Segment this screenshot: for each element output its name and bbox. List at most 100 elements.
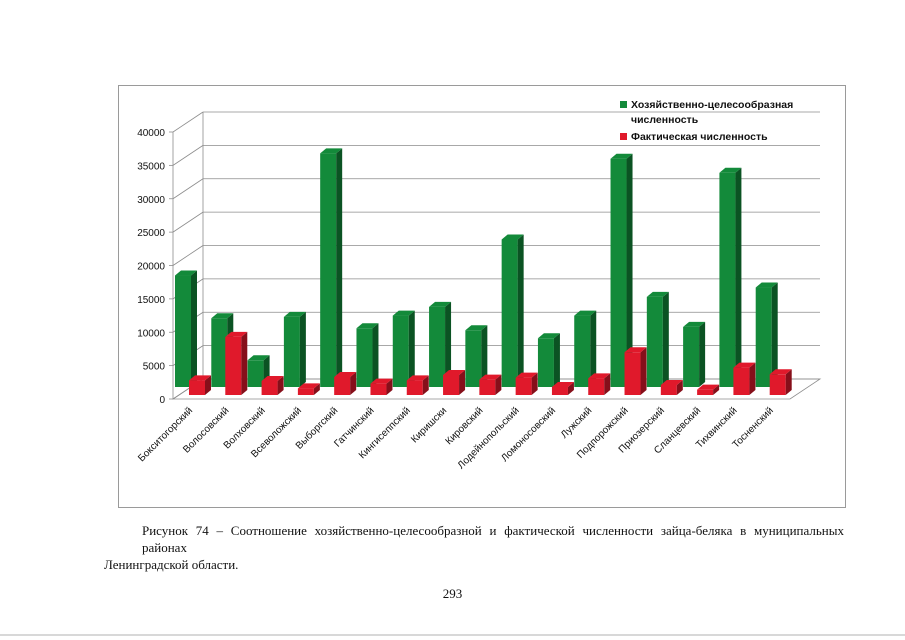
bar-side	[277, 375, 284, 395]
bar-top	[646, 291, 669, 297]
bar-5-target	[320, 148, 343, 387]
y-tick-label: 30000	[137, 195, 165, 206]
bottom-rule	[0, 634, 905, 636]
chart-legend: Хозяйственно-целесообразная численность …	[620, 99, 793, 143]
bar-top	[406, 375, 429, 381]
bar-side	[299, 311, 306, 387]
bar-top	[297, 383, 320, 389]
bar-front	[697, 389, 714, 395]
bar-top	[574, 310, 597, 316]
bar-15-target	[683, 321, 706, 387]
legend-label-red: Фактическая численность	[631, 131, 768, 143]
bar-3-actual	[261, 375, 284, 395]
bar-side	[191, 270, 197, 387]
chart-bars	[175, 148, 792, 395]
bar-front	[733, 367, 750, 395]
bar-side	[313, 383, 320, 395]
bar-4-target	[283, 311, 306, 387]
bar-side	[590, 310, 597, 387]
bar-8-actual	[443, 369, 466, 395]
bar-top	[247, 355, 270, 361]
bar-side	[699, 321, 706, 387]
bar-front	[551, 386, 568, 395]
bar-front	[588, 378, 605, 395]
bar-front	[574, 315, 591, 387]
bar-14-actual	[660, 379, 683, 395]
bar-top	[501, 234, 524, 240]
bar-11-actual	[551, 381, 574, 395]
legend-swatch-green	[620, 101, 627, 108]
bar-side	[713, 384, 720, 395]
y-tick-label: 0	[159, 395, 165, 406]
bar-6-actual	[370, 378, 393, 395]
bar-side	[386, 378, 393, 395]
grid-line-side	[172, 245, 204, 266]
bar-top	[211, 313, 234, 319]
bar-top	[320, 148, 343, 154]
bar-top	[755, 282, 778, 288]
x-axis-labels: БокситогорскийВолосовскийВолховскийВсево…	[136, 405, 776, 472]
bar-front	[769, 374, 786, 395]
bar-side	[517, 234, 524, 387]
bar-1-actual	[189, 375, 211, 395]
bar-top	[356, 323, 379, 329]
legend-swatch-red	[620, 133, 627, 140]
bar-top	[697, 384, 720, 390]
page-number: 293	[442, 586, 463, 601]
bar-side	[604, 373, 611, 395]
bar-side	[241, 331, 248, 395]
bar-16-actual	[733, 362, 756, 395]
bar-top	[479, 374, 502, 380]
bar-top	[769, 369, 792, 375]
bar-9-actual	[479, 374, 502, 395]
bar-16-target	[719, 167, 742, 387]
bar-9-target	[465, 325, 488, 387]
x-tick-label: Лодейнопольский	[456, 405, 522, 471]
bar-side	[445, 301, 452, 387]
bar-front	[247, 360, 264, 387]
bar-top	[175, 270, 197, 276]
bar-front	[660, 384, 677, 395]
bar-front	[683, 326, 700, 387]
caption-line-2: Ленинградской области.	[104, 557, 239, 572]
bar-front	[320, 153, 337, 387]
bar-top	[719, 167, 742, 173]
bar-side	[553, 333, 560, 387]
grid-line-side	[172, 178, 204, 200]
bar-top	[465, 325, 488, 331]
bar-7-target	[392, 310, 415, 387]
bar-side	[350, 371, 357, 395]
bar-front	[537, 338, 554, 387]
bar-front	[283, 316, 300, 387]
bar-top	[189, 375, 211, 381]
bar-side	[735, 167, 742, 387]
bar-front	[225, 336, 242, 395]
grid-line-side	[172, 211, 204, 233]
bar-front	[175, 275, 191, 387]
bar-11-target	[537, 333, 560, 387]
bar-17-target	[755, 282, 778, 387]
y-tick-label: 25000	[137, 228, 165, 239]
bar-front	[189, 380, 205, 395]
bar-12-actual	[588, 373, 611, 395]
bar-top	[733, 362, 756, 368]
bar-top	[392, 310, 415, 316]
bar-15-actual	[697, 384, 720, 395]
bar-side	[626, 153, 633, 387]
bar-top	[624, 347, 647, 353]
bar-side	[481, 325, 488, 387]
bar-front	[624, 352, 641, 395]
bar-10-target	[501, 234, 524, 387]
bar-front	[443, 374, 460, 395]
bar-side	[459, 369, 466, 395]
y-tick-label: 20000	[137, 262, 165, 273]
bar-side	[662, 291, 669, 387]
bar-front	[261, 380, 278, 395]
bar-top	[610, 153, 633, 159]
grid-line-side	[172, 111, 204, 133]
bar-top	[283, 311, 306, 317]
bar-side	[640, 347, 647, 395]
bar-top	[429, 301, 452, 307]
bar-top	[660, 379, 683, 385]
